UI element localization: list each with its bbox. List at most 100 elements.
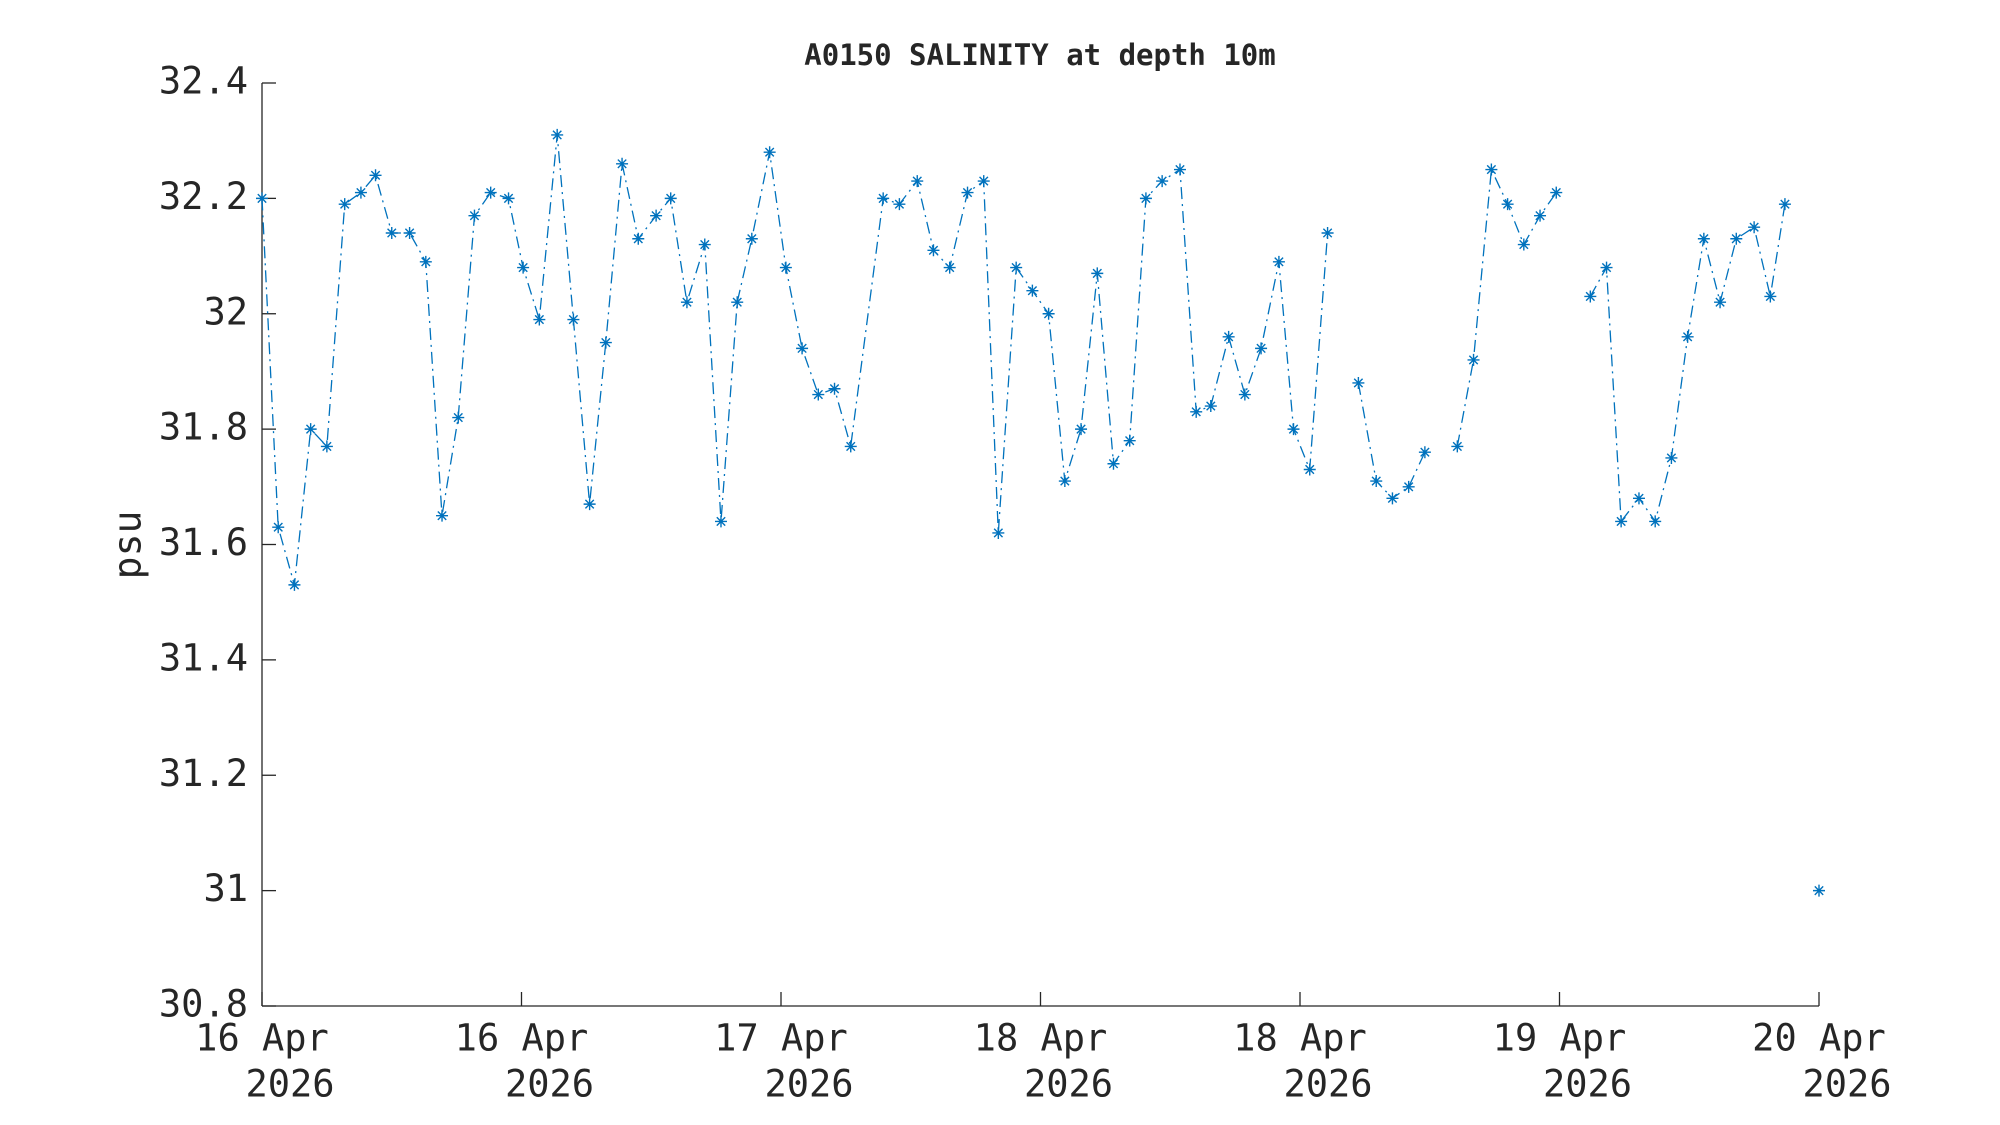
data-point — [1156, 175, 1169, 188]
x-tick-label: 2026 — [1024, 1063, 1113, 1106]
data-point — [731, 296, 744, 309]
y-tick-label: 31.6 — [159, 521, 248, 564]
data-point — [1730, 232, 1743, 245]
x-tick-label: 16 Apr — [195, 1017, 329, 1060]
y-tick-label: 31.2 — [159, 752, 248, 795]
data-point — [1370, 475, 1383, 488]
data-point — [844, 440, 857, 453]
data-point — [484, 186, 497, 199]
x-tick-label: 20 Apr — [1752, 1017, 1886, 1060]
y-axis-label: psu — [106, 511, 150, 580]
data-point — [1813, 884, 1825, 897]
data-point — [1764, 290, 1777, 303]
data-point — [1714, 296, 1727, 309]
data-point — [943, 261, 956, 274]
x-tick-label: 17 Apr — [714, 1017, 848, 1060]
data-point — [650, 209, 663, 222]
data-point — [272, 521, 285, 534]
data-point — [1600, 261, 1613, 274]
data-point — [551, 128, 564, 141]
data-point — [1238, 388, 1251, 401]
data-point — [796, 342, 809, 355]
data-point — [1026, 284, 1039, 297]
data-point — [698, 238, 711, 251]
data-point — [1485, 163, 1498, 176]
data-point — [927, 244, 940, 257]
data-point — [1665, 451, 1678, 464]
data-point — [1615, 515, 1628, 528]
y-tick-label: 32 — [203, 290, 248, 333]
data-point — [1010, 261, 1023, 274]
x-tick-label: 19 Apr — [1493, 1017, 1627, 1060]
data-point — [1107, 457, 1120, 470]
data-point — [1649, 515, 1662, 528]
data-point — [452, 411, 465, 424]
data-point — [1222, 330, 1235, 343]
data-point — [1550, 186, 1563, 199]
data-point — [1075, 423, 1088, 436]
data-point — [714, 515, 727, 528]
x-tick-label: 18 Apr — [974, 1017, 1108, 1060]
data-point — [354, 186, 367, 199]
data-point — [1697, 232, 1710, 245]
data-point — [992, 526, 1005, 539]
data-point — [1517, 238, 1530, 251]
data-point — [961, 186, 974, 199]
data-point — [1042, 307, 1055, 320]
data-point — [288, 578, 301, 591]
data-point — [1386, 492, 1399, 505]
data-point — [1467, 353, 1480, 366]
data-point — [893, 198, 906, 211]
data-point — [1123, 434, 1136, 447]
data-point — [1584, 290, 1597, 303]
x-tick-label: 2026 — [1802, 1063, 1891, 1106]
data-point — [599, 336, 612, 349]
data-point — [828, 382, 841, 395]
data-point — [977, 175, 990, 188]
data-point — [1272, 255, 1285, 268]
data-point — [567, 313, 580, 326]
data-point — [812, 388, 825, 401]
x-tick-label: 2026 — [1543, 1063, 1632, 1106]
data-point — [1632, 492, 1645, 505]
data-point — [745, 232, 758, 245]
data-point — [1352, 376, 1365, 389]
data-point — [338, 198, 351, 211]
data-point — [1451, 440, 1464, 453]
data-point — [1190, 405, 1203, 418]
data-point — [911, 175, 924, 188]
data-point — [1748, 221, 1761, 234]
data-point — [1303, 463, 1316, 476]
data-point — [533, 313, 546, 326]
x-tick-label: 2026 — [764, 1063, 853, 1106]
x-tick-label: 2026 — [245, 1063, 334, 1106]
data-point — [436, 509, 449, 522]
data-point — [616, 157, 629, 170]
data-point — [763, 146, 776, 159]
data-point — [256, 192, 268, 205]
data-point — [1255, 342, 1268, 355]
data-point — [1778, 198, 1791, 211]
data-point — [320, 440, 333, 453]
data-point — [403, 226, 416, 239]
x-tick-label: 2026 — [1283, 1063, 1372, 1106]
y-tick-label: 31.8 — [159, 406, 248, 449]
data-point — [1321, 226, 1334, 239]
data-point — [517, 261, 530, 274]
data-point — [1139, 192, 1152, 205]
x-tick-label: 2026 — [505, 1063, 594, 1106]
data-point — [1173, 163, 1186, 176]
data-point — [1091, 267, 1104, 280]
y-tick-label: 30.8 — [159, 983, 248, 1026]
data-point — [1681, 330, 1694, 343]
data-point — [664, 192, 677, 205]
data-point — [1402, 480, 1415, 493]
x-tick-label: 16 Apr — [455, 1017, 589, 1060]
y-tick-label: 31.4 — [159, 636, 248, 679]
data-point — [583, 498, 596, 511]
data-point — [877, 192, 890, 205]
chart-title: A0150 SALINITY at depth 10m — [804, 38, 1275, 72]
y-tick-label: 32.4 — [159, 60, 248, 103]
